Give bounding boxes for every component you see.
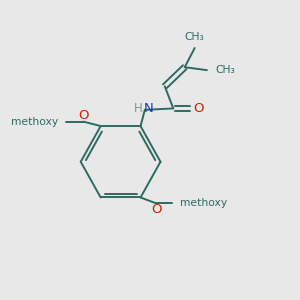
Text: CH₃: CH₃ — [185, 32, 205, 42]
Text: O: O — [151, 203, 161, 216]
Text: CH₃: CH₃ — [215, 65, 235, 75]
Text: N: N — [143, 102, 153, 115]
Text: methoxy: methoxy — [11, 117, 58, 127]
Text: methoxy: methoxy — [180, 198, 227, 208]
Text: H: H — [134, 102, 143, 115]
Text: O: O — [78, 109, 89, 122]
Text: O: O — [194, 102, 204, 115]
